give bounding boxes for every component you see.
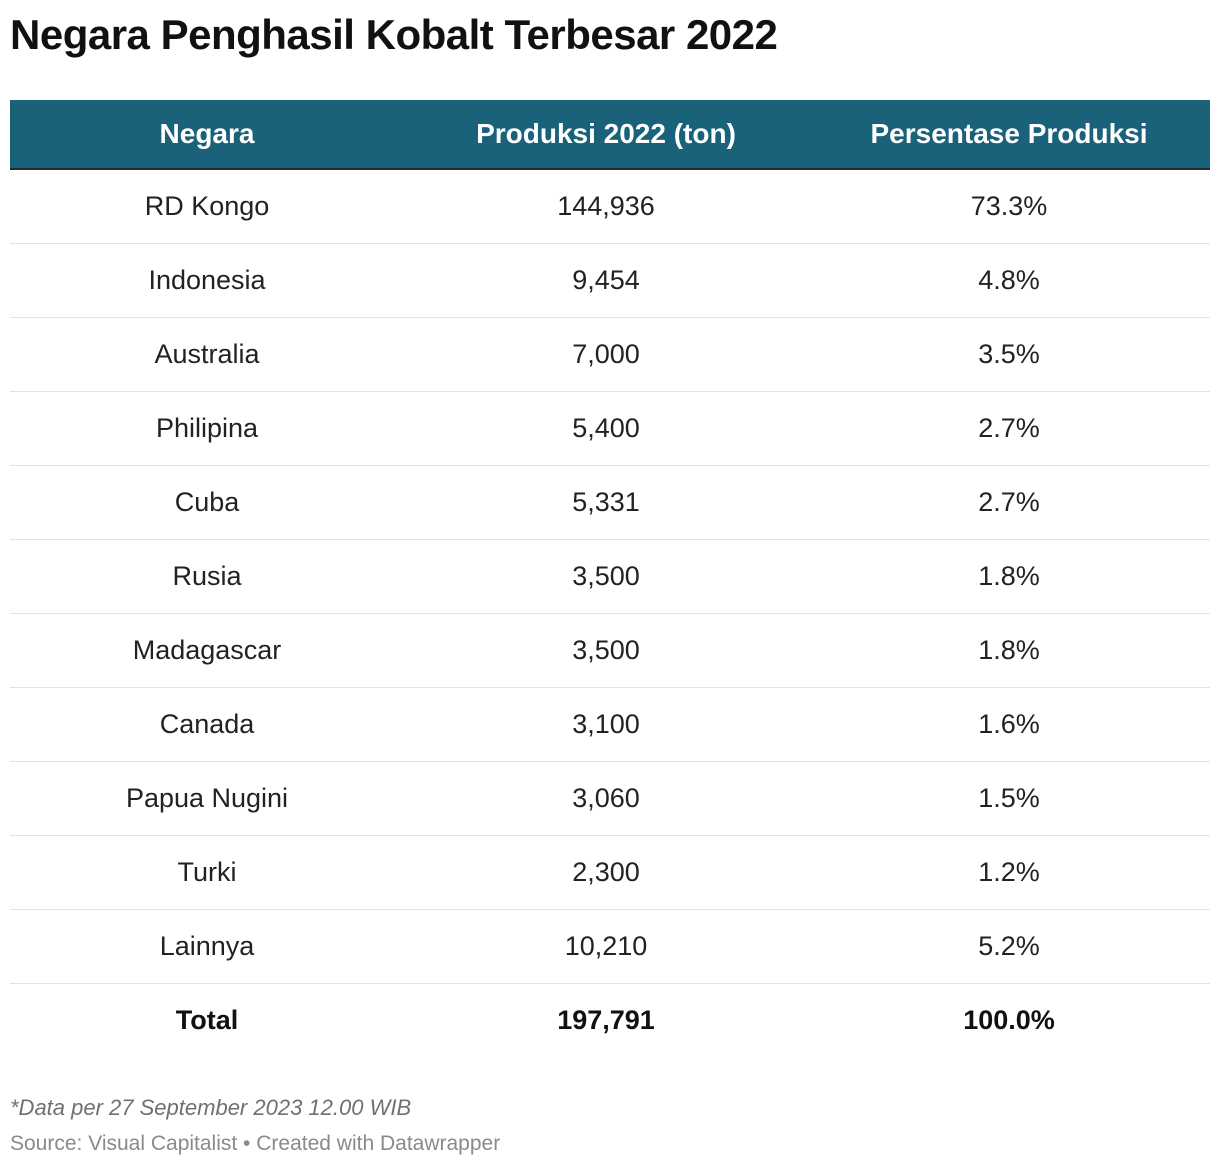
table-row: Indonesia 9,454 4.8% — [10, 243, 1210, 318]
table-row: Philipina 5,400 2.7% — [10, 391, 1210, 466]
table-row: Turki 2,300 1.2% — [10, 835, 1210, 910]
cell-production: 7,000 — [404, 317, 808, 392]
cell-production: 2,300 — [404, 835, 808, 910]
cell-percentage: 1.2% — [808, 835, 1210, 910]
source-credit: Source: Visual Capitalist • Created with… — [10, 1132, 501, 1155]
cell-country: Papua Nugini — [10, 761, 404, 836]
cell-percentage: 2.7% — [808, 391, 1210, 466]
cell-country: RD Kongo — [10, 169, 404, 244]
data-table: Negara Produksi 2022 (ton) Persentase Pr… — [10, 100, 1210, 1057]
cell-country: Madagascar — [10, 613, 404, 688]
column-header-negara: Negara — [10, 100, 404, 170]
cell-percentage: 1.6% — [808, 687, 1210, 762]
column-header-produksi: Produksi 2022 (ton) — [404, 100, 808, 170]
cell-country: Cuba — [10, 465, 404, 540]
total-row: Total 197,791 100.0% — [10, 984, 1210, 1058]
table-row: Canada 3,100 1.6% — [10, 687, 1210, 762]
cell-production: 10,210 — [404, 909, 808, 984]
cell-production: 3,500 — [404, 539, 808, 614]
cell-production: 5,400 — [404, 391, 808, 466]
cell-country: Canada — [10, 687, 404, 762]
cell-country: Indonesia — [10, 243, 404, 318]
page-title: Negara Penghasil Kobalt Terbesar 2022 — [10, 11, 778, 58]
cell-total-label: Total — [175, 1005, 239, 1035]
cell-production: 3,500 — [404, 613, 808, 688]
cell-percentage: 4.8% — [808, 243, 1210, 318]
cell-production: 9,454 — [404, 243, 808, 318]
cell-percentage: 5.2% — [808, 909, 1210, 984]
cell-country: Australia — [10, 317, 404, 392]
table-row: Rusia 3,500 1.8% — [10, 539, 1210, 614]
table-row: RD Kongo 144,936 73.3% — [10, 169, 1210, 244]
cell-percentage: 3.5% — [808, 317, 1210, 392]
cell-percentage: 1.8% — [808, 613, 1210, 688]
column-header-persentase: Persentase Produksi — [808, 100, 1210, 170]
cell-production: 144,936 — [404, 169, 808, 244]
table-row: Cuba 5,331 2.7% — [10, 465, 1210, 540]
cell-total-production: 197,791 — [557, 1005, 655, 1035]
cell-percentage: 73.3% — [808, 169, 1210, 244]
cell-production: 3,100 — [404, 687, 808, 762]
cell-percentage: 1.5% — [808, 761, 1210, 836]
cell-production: 3,060 — [404, 761, 808, 836]
cell-percentage: 2.7% — [808, 465, 1210, 540]
cell-country: Turki — [10, 835, 404, 910]
cell-total-percentage: 100.0% — [963, 1005, 1055, 1035]
cell-percentage: 1.8% — [808, 539, 1210, 614]
table-row: Australia 7,000 3.5% — [10, 317, 1210, 392]
table-row: Lainnya 10,210 5.2% — [10, 909, 1210, 984]
cell-country: Rusia — [10, 539, 404, 614]
footnote: *Data per 27 September 2023 12.00 WIB — [10, 1095, 412, 1120]
table-row: Madagascar 3,500 1.8% — [10, 613, 1210, 688]
cell-country: Philipina — [10, 391, 404, 466]
table-header-row: Negara Produksi 2022 (ton) Persentase Pr… — [10, 100, 1210, 170]
cell-country: Lainnya — [10, 909, 404, 984]
table-row: Papua Nugini 3,060 1.5% — [10, 761, 1210, 836]
cell-production: 5,331 — [404, 465, 808, 540]
